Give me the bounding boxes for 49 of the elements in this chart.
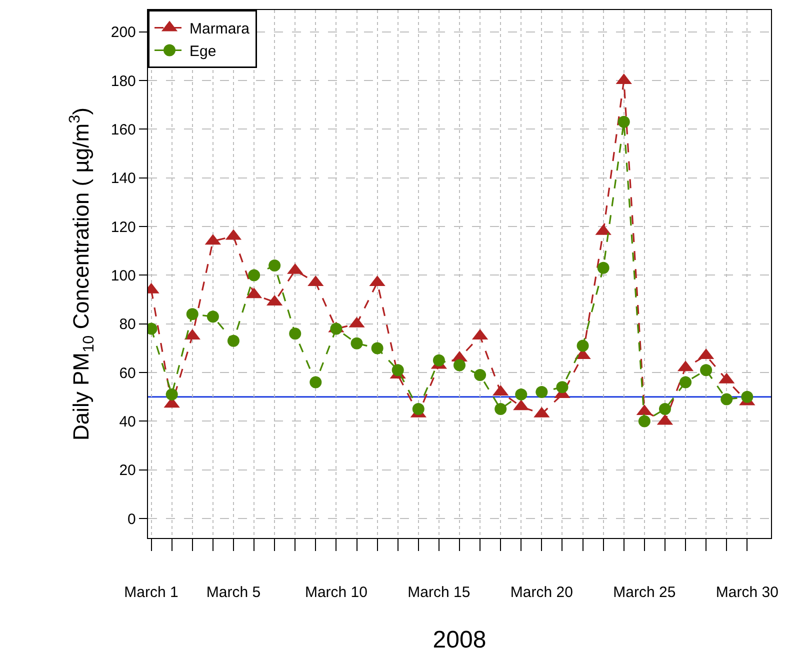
legend-label: Marmara	[190, 20, 250, 38]
point	[515, 388, 528, 400]
point	[248, 269, 260, 282]
point	[474, 368, 486, 381]
y-tick-label: 120	[110, 218, 136, 236]
point	[741, 390, 754, 403]
y-tick-label: 60	[119, 364, 136, 382]
legend-label: Ege	[190, 43, 216, 60]
point	[227, 334, 240, 347]
y-tick-label: 140	[110, 170, 136, 188]
y-tick-label: 100	[110, 267, 136, 284]
y-tick-label: 20	[119, 462, 136, 480]
point	[680, 376, 692, 388]
y-tick-label: 200	[110, 24, 136, 42]
point	[556, 381, 568, 394]
point	[412, 403, 424, 416]
y-tick-label: 40	[119, 413, 136, 430]
point	[206, 310, 219, 323]
point	[166, 388, 178, 400]
x-tick-label: March 5	[206, 584, 261, 602]
point	[268, 259, 281, 272]
point	[576, 340, 589, 352]
x-tick-label: March 15	[408, 584, 470, 602]
point	[289, 328, 302, 340]
point	[494, 403, 507, 416]
point	[700, 364, 712, 376]
x-tick-label: March 25	[613, 584, 676, 602]
point	[720, 393, 733, 406]
point	[186, 308, 198, 320]
point	[658, 403, 671, 416]
y-tick-label: 0	[128, 510, 136, 528]
point	[392, 364, 404, 376]
point	[454, 359, 466, 372]
point	[597, 262, 610, 274]
y-tick-label: 80	[119, 316, 136, 334]
y-tick-label: 180	[110, 72, 136, 90]
point	[618, 116, 630, 128]
point	[536, 386, 548, 398]
point	[350, 337, 363, 350]
x-tick-label: March 30	[716, 584, 778, 602]
x-tick-label: March 1	[124, 584, 178, 602]
y-tick-label: 160	[110, 121, 136, 138]
point	[371, 342, 384, 354]
x-tick-label: March 20	[510, 584, 573, 602]
x-axis-title: 2008	[432, 626, 486, 654]
point	[432, 354, 445, 366]
point	[638, 415, 650, 428]
point	[310, 376, 322, 388]
x-tick-label: March 10	[304, 584, 368, 602]
